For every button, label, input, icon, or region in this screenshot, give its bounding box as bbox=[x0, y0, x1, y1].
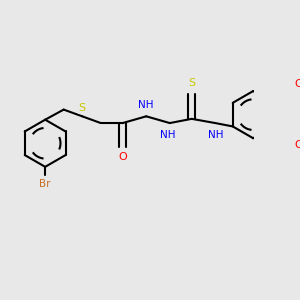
Text: O: O bbox=[294, 79, 300, 89]
Text: O: O bbox=[118, 152, 127, 162]
Text: NH: NH bbox=[160, 130, 176, 140]
Text: Br: Br bbox=[39, 179, 51, 189]
Text: S: S bbox=[79, 103, 86, 113]
Text: NH: NH bbox=[139, 100, 154, 110]
Text: S: S bbox=[188, 79, 195, 88]
Text: O: O bbox=[294, 140, 300, 150]
Text: NH: NH bbox=[208, 130, 223, 140]
